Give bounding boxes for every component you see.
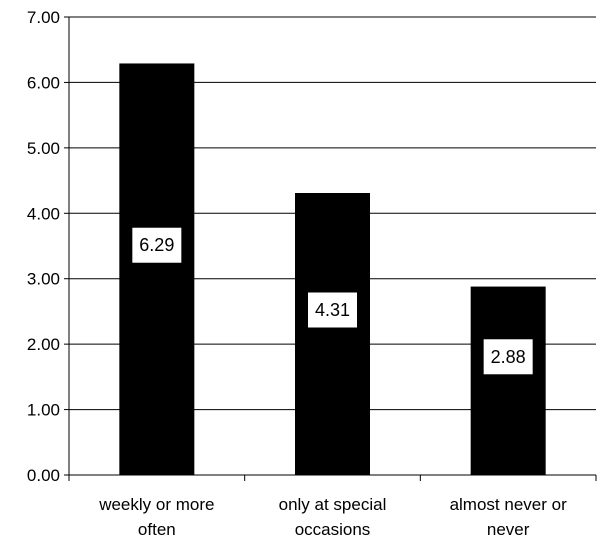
- y-tick-label: 7.00: [27, 8, 60, 27]
- y-tick-label: 2.00: [27, 335, 60, 354]
- bar: [119, 63, 195, 475]
- y-tick-label: 3.00: [27, 270, 60, 289]
- data-label-box: [132, 227, 182, 263]
- y-tick-label: 6.00: [27, 73, 60, 92]
- bar: [295, 193, 370, 475]
- labels: 0.00 1.00 2.00 3.00 4.00 5.00 6.00 7.00 6.29 week…: [27, 8, 567, 539]
- x-category-label: weekly or more: [98, 495, 214, 514]
- x-category-label: only at special: [279, 495, 387, 514]
- y-tick-label: 1.00: [27, 401, 60, 420]
- y-tick-label: 0.00: [27, 466, 60, 485]
- y-tick-label: 5.00: [27, 139, 60, 158]
- data-label-box: [308, 292, 357, 328]
- axes: [64, 16, 597, 481]
- data-label: 6.29: [139, 235, 174, 255]
- x-category-label: occasions: [295, 520, 371, 539]
- bars: [119, 63, 546, 475]
- x-category-label: almost never or: [450, 495, 567, 514]
- data-label-box: [483, 339, 533, 375]
- x-category-label: never: [487, 520, 530, 539]
- data-label: 2.88: [491, 347, 526, 367]
- data-label: 4.31: [315, 300, 350, 320]
- y-tick-label: 4.00: [27, 204, 60, 223]
- bar: [470, 286, 546, 475]
- x-category-label: often: [138, 520, 176, 539]
